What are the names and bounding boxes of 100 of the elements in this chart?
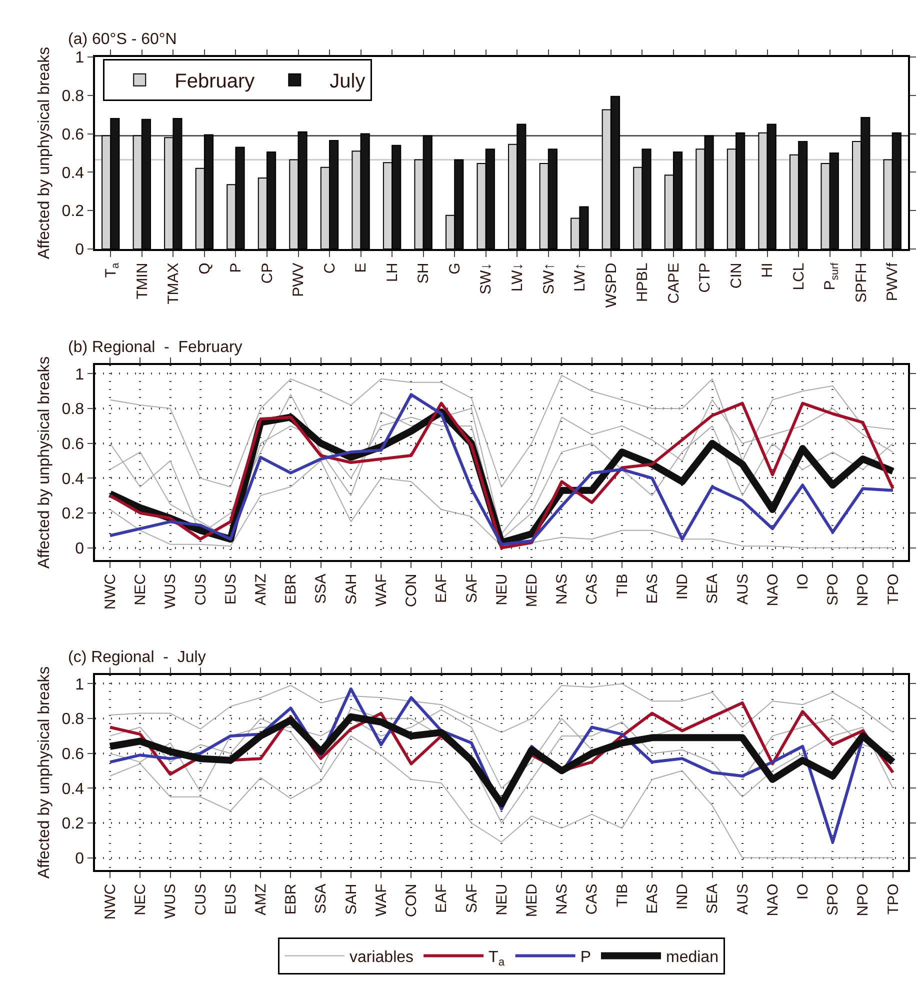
x-tick-label: IO [794,574,812,590]
y-tick-label: 0.8 [62,88,84,105]
y-axis-title: Affected by unphysical breaks [36,356,54,569]
x-tick-label: NEC [132,574,150,606]
y-tick-label: 0.6 [62,746,84,763]
y-tick-label: 1 [75,676,84,694]
x-tick-label: NWC [102,884,119,920]
x-tick-label: EBR [282,884,300,915]
y-axis-title: Affected by unphysical breaks [36,46,54,260]
line-series [110,683,894,733]
x-tick-label: SSA [312,574,330,604]
x-tick-label: CUS [192,884,210,916]
x-tick-label: PWVf [884,262,902,302]
chart-title: (a) 60°S - 60°N [68,31,177,48]
y-tick-label: 0.4 [62,164,84,182]
x-tick-label: CIN [728,262,745,289]
y-axis-title: Affected by unphysical breaks [36,666,54,879]
y-tick-label: 1 [75,50,84,67]
x-tick-label: CP [258,262,276,284]
y-tick-label: 0.4 [62,780,84,798]
y-tick-label: 0.6 [62,126,84,144]
x-tick-label: SPO [824,574,842,606]
x-tick-label: LW↑ [572,262,589,292]
x-tick-label: NAS [554,574,571,605]
x-tick-label: EAF [433,574,450,603]
x-tick-label: NWC [102,574,119,610]
x-tick-label: CON [403,884,420,918]
x-tick-label: TMIN [134,262,151,300]
line-series [110,460,894,548]
x-tick-label: CON [403,574,420,608]
x-tick-label: HI [759,262,776,278]
x-tick-label: MED [523,884,540,918]
x-tick-label: SAF [463,884,480,913]
x-tick-label: TPO [884,574,902,605]
x-tick-label: EUS [222,574,240,605]
x-tick-label: CAS [584,884,601,915]
x-tick-label: NPO [854,884,872,916]
x-tick-label: NPO [854,574,872,606]
x-tick-label: SEA [704,574,722,604]
legend-label: February [174,70,255,93]
x-tick-label: SH [415,262,432,284]
x-tick-label: AMZ [252,574,270,606]
y-tick-label: 0 [75,540,84,558]
chart-title: (b) Regional - February [68,339,242,356]
x-tick-label: IO [794,884,812,900]
y-tick-label: 0 [75,242,84,259]
x-tick-label: SPFH [852,262,870,303]
x-tick-label: SAH [342,574,360,605]
x-tick-label: EAF [433,884,450,913]
x-tick-label: NAS [554,884,571,915]
x-tick-label: Q [196,262,214,274]
x-tick-label: TPO [884,884,902,915]
x-tick-label: LCL [790,262,808,290]
x-tick-label: NEU [493,884,510,916]
y-tick-label: 0.8 [62,711,84,728]
x-tick-label: MED [523,574,540,608]
x-tick-label: SPO [824,884,842,916]
x-tick-label: SAH [342,884,360,915]
y-tick-label: 0.2 [62,506,84,523]
x-tick-label: IND [674,574,692,600]
x-tick-label: TIB [614,884,631,908]
x-tick-label: EBR [282,574,300,605]
y-tick-label: 1 [75,366,84,384]
y-tick-label: 0.8 [62,401,84,418]
x-tick-label: TIB [614,574,631,598]
x-tick-label: LW↓ [509,262,526,292]
x-tick-label: EUS [222,884,240,915]
x-tick-label: SW↑ [540,262,558,294]
x-tick-label: NEU [493,574,510,606]
legend-label: variables [350,948,414,966]
x-tick-label: IND [674,884,692,910]
x-tick-label: WAF [372,574,390,607]
x-tick-label: CUS [192,574,210,606]
x-tick-label: WAF [372,884,390,917]
x-tick-label: CAPE [665,262,682,304]
x-tick-label: TMAX [165,262,182,304]
legend-label: T$_{a}$ [488,948,506,968]
x-tick-label: EAS [644,884,661,914]
y-tick-label: 0.2 [62,203,84,220]
x-tick-label: SEA [704,884,722,914]
y-tick-label: 0 [75,850,84,868]
x-tick-label: P [228,262,245,273]
x-tick-label: SSA [312,884,330,914]
legend-label: July [330,70,366,93]
x-tick-label: WSPD [602,262,620,308]
x-tick-label: LH [384,262,401,282]
x-tick-label: G [446,262,464,274]
x-tick-label: HPBL [634,262,652,302]
x-tick-label: WUS [162,884,180,919]
x-tick-label: EAS [644,574,661,604]
x-tick-label: CTP [696,262,714,293]
legend-label: median [666,948,718,966]
x-tick-label: AMZ [252,884,270,916]
x-tick-label: CAS [584,574,601,605]
x-tick-label: C [321,262,338,274]
y-tick-label: 0.6 [62,436,84,453]
x-tick-label: WUS [162,574,180,609]
x-tick-label: PWV [290,262,308,297]
y-tick-label: 0.2 [62,816,84,833]
x-tick-label: NAO [764,574,782,606]
